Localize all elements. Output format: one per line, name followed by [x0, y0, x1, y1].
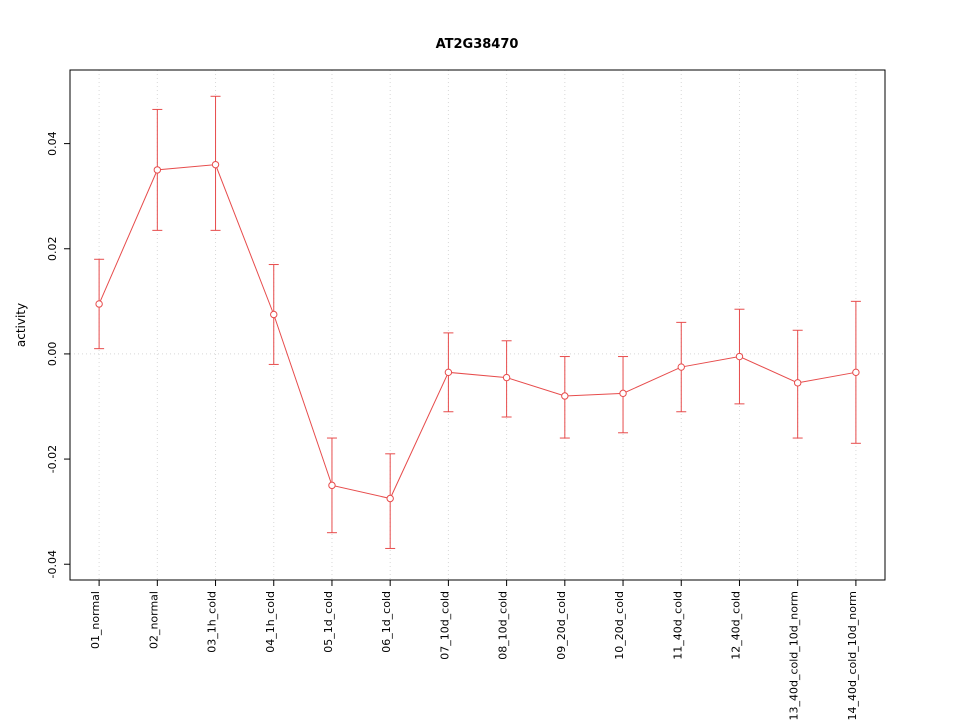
data-point [444, 368, 453, 377]
x-tick-label: 05_1d_cold [322, 591, 335, 653]
data-point [328, 481, 336, 490]
y-tick-label: -0.02 [46, 445, 59, 473]
data-point [502, 373, 511, 382]
y-axis: -0.04 -0.02 0.00 0.02 0.04 [46, 131, 70, 578]
markers-layer [95, 160, 860, 503]
error-bars-layer [94, 95, 861, 549]
y-axis-label: activity [14, 303, 28, 347]
y-tick-label: 0.00 [46, 342, 59, 367]
data-point [153, 166, 162, 174]
x-tick-label: 11_40d_cold [671, 591, 684, 660]
chart-title: AT2G38470 [436, 37, 519, 52]
data-point [793, 379, 802, 387]
grid-layer [70, 70, 885, 580]
data-point [735, 352, 744, 361]
x-tick-label: 06_1d_cold [380, 591, 393, 653]
data-point [270, 310, 278, 319]
series-line [98, 164, 856, 500]
data-point [386, 494, 394, 503]
data-point [211, 160, 220, 169]
y-tick-label: 0.04 [46, 131, 59, 156]
x-tick-label: 13_40d_cold_10d_norm [788, 591, 801, 720]
data-point [852, 368, 860, 377]
data-point [677, 363, 685, 371]
x-tick-label: 03_1h_cold [206, 591, 219, 653]
x-tick-label: 14_40d_cold_10d_norm [846, 591, 859, 720]
data-point [561, 392, 569, 400]
plot-border [69, 69, 886, 581]
x-tick-label: 09_20d_cold [555, 591, 568, 660]
y-tick-label: 0.02 [46, 237, 59, 261]
x-tick-label: 07_10d_cold [438, 591, 451, 660]
y-tick-label: -0.04 [46, 550, 59, 578]
x-tick-label: 01_normal [89, 591, 102, 649]
x-axis: 01_normal 02_normal 03_1h_cold 04_1h_cold 05… [89, 580, 859, 720]
x-tick-label: 12_40d_cold [729, 591, 742, 660]
data-point [619, 389, 627, 398]
x-tick-label: 08_10d_cold [497, 591, 510, 660]
plot-area: -0.04 -0.02 0.00 0.02 0.04 01_normal 02_normal… [46, 69, 886, 720]
x-tick-label: 02_normal [147, 591, 160, 649]
data-point [95, 300, 103, 308]
x-tick-label: 10_20d_cold [613, 591, 626, 660]
x-tick-label: 04_1h_cold [264, 591, 277, 653]
